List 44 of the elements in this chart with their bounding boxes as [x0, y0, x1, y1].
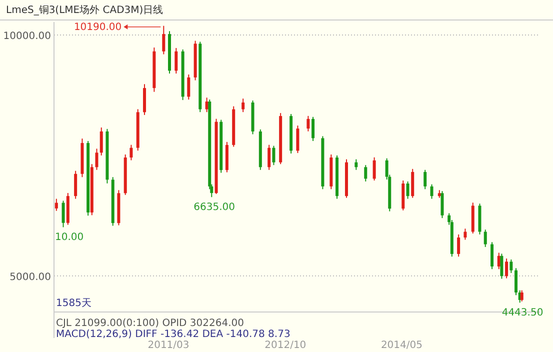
candlestick: [464, 228, 467, 240]
y-tick-label: 10000.00: [3, 31, 51, 42]
candlestick: [505, 258, 508, 279]
candlestick: [306, 115, 310, 132]
candlestick: [187, 74, 190, 100]
candlestick: [312, 116, 315, 142]
candlestick: [500, 253, 504, 280]
candlestick: [440, 190, 444, 219]
candlestick: [520, 290, 524, 302]
candlestick: [490, 242, 494, 270]
candlestick: [62, 200, 65, 228]
candlestick: [74, 170, 78, 200]
candlestick: [457, 234, 460, 258]
annotation: 1585天: [56, 298, 92, 309]
candlestick: [174, 48, 178, 74]
candlestick: [514, 268, 518, 296]
annotation: 10.00: [55, 232, 84, 244]
candlestick: [510, 258, 513, 274]
annotation: 10190.00: [74, 22, 122, 33]
x-tick-label: 2011/03: [148, 340, 190, 351]
candlestick: [54, 198, 58, 212]
candlestick: [130, 144, 133, 161]
y-tick-label: 5000.00: [10, 272, 51, 283]
candlestick: [424, 169, 427, 190]
candlestick: [364, 164, 368, 182]
annotation: 6635.00: [194, 202, 235, 214]
candlestick: [272, 145, 276, 166]
candlestick: [372, 156, 376, 181]
chart-title: LmeS_铜3(LME场外 CAD3M)日线: [6, 4, 164, 16]
candlestick: [242, 98, 245, 113]
candlestick: [268, 144, 271, 170]
candlestick: [162, 25, 166, 55]
candlestick: [406, 180, 410, 200]
text: MACD(12,26,9) DIFF -136.42 DEA -140.78 8.73: [56, 329, 290, 340]
text: CJL 21099.00(0:100) OPID 302264.00: [56, 318, 244, 329]
candlestick: [296, 125, 300, 154]
x-tick-label: 2014/05: [380, 340, 422, 351]
x-tick-label: 2012/10: [264, 340, 306, 351]
candlestick: [354, 158, 358, 170]
candlestick: [430, 184, 434, 200]
candlestick: [100, 127, 103, 156]
annotation: 4443.50: [502, 308, 544, 319]
candlestick: [95, 148, 98, 170]
candlestick: [484, 229, 487, 248]
